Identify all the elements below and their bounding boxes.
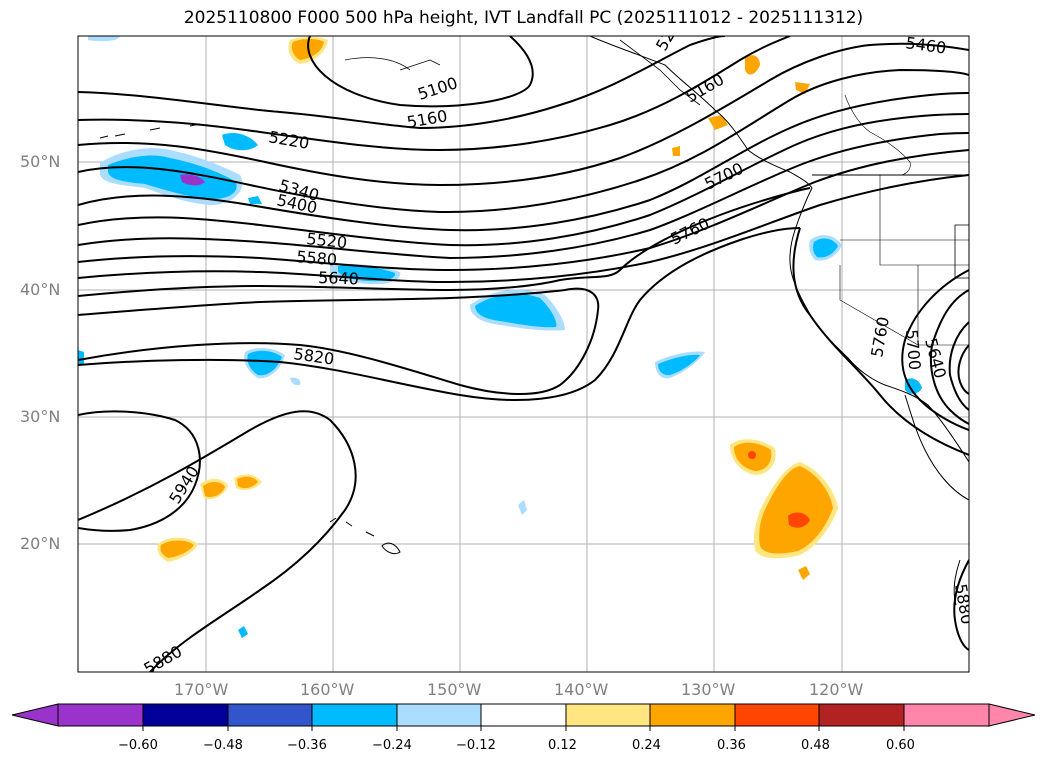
colorbar-segment <box>396 703 482 727</box>
colorbar-tick-label: 0.48 <box>801 738 830 753</box>
ivt-blob <box>238 626 248 638</box>
ivt-blob <box>672 146 680 156</box>
contour-line <box>307 36 534 108</box>
contour-line <box>78 92 969 232</box>
colorbar-segment <box>903 703 990 727</box>
contour-line <box>78 36 791 152</box>
ivt-blob <box>290 377 301 386</box>
ivt-blob <box>788 512 810 528</box>
colorbar-extend-right <box>988 703 1036 727</box>
contour-line <box>78 410 357 672</box>
contour-line <box>929 289 969 425</box>
colorbar-segment <box>649 703 736 727</box>
ivt-blob <box>222 133 258 151</box>
lat-label: 50°N <box>20 152 61 171</box>
colorbar-tick-label: 0.24 <box>632 738 661 753</box>
lon-label: 150°W <box>427 680 482 699</box>
ivt-blob <box>475 293 557 328</box>
contour-label: 5580 <box>296 247 338 269</box>
ivt-blob <box>813 238 838 258</box>
lat-label: 20°N <box>20 534 61 553</box>
lat-label: 40°N <box>20 280 61 299</box>
colorbar-segment <box>480 703 567 727</box>
ivt-blob <box>708 115 728 130</box>
ivt-blob <box>248 196 262 204</box>
lon-label: 130°W <box>681 680 736 699</box>
ivt-blob <box>78 350 84 366</box>
height-contours <box>78 36 969 672</box>
contour-line <box>957 344 969 395</box>
ivt-blob <box>203 481 225 497</box>
colorbar-segment <box>142 703 229 727</box>
ivt-blob <box>237 476 258 489</box>
contour-line <box>78 36 726 130</box>
map-title: 2025110800 F000 500 hPa height, IVT Land… <box>183 8 864 28</box>
ivt-blob <box>745 55 760 75</box>
colorbar-tick-label: −0.24 <box>372 738 412 753</box>
ivt-positive-areas <box>157 37 838 580</box>
colorbar-tick-label: 0.60 <box>886 738 915 753</box>
colorbar-ticks <box>142 726 905 731</box>
colorbar-segment <box>311 703 398 727</box>
contour-line <box>948 321 969 411</box>
colorbar-tick-label: −0.36 <box>287 738 327 753</box>
colorbar-segment <box>565 703 651 727</box>
ivt-negative-areas <box>78 36 922 638</box>
ivt-blob <box>108 155 237 200</box>
lon-label: 160°W <box>300 680 355 699</box>
lon-label: 170°W <box>174 680 229 699</box>
lat-label: 30°N <box>20 407 61 426</box>
colorbar-segment <box>734 703 820 727</box>
contour-line <box>78 149 969 272</box>
colorbar-tick-label: 0.12 <box>548 738 577 753</box>
ivt-blob <box>160 540 194 558</box>
ivt-blob <box>798 566 810 580</box>
contour-line <box>78 68 969 214</box>
colorbar-segment <box>227 703 313 727</box>
colorbar-tick-label: −0.48 <box>203 738 243 753</box>
ivt-blob <box>658 354 700 376</box>
contour-line <box>78 174 969 284</box>
lon-label: 140°W <box>554 680 609 699</box>
contour-line <box>78 132 969 260</box>
ivt-blob <box>518 500 527 515</box>
contour-line <box>78 42 969 187</box>
colorbar-tick-label: −0.12 <box>456 738 496 753</box>
contour-label: 5700 <box>902 329 924 371</box>
ivt-blob <box>905 378 922 394</box>
contour-line <box>78 287 600 395</box>
colorbar <box>11 703 1036 727</box>
map-frame <box>77 35 970 673</box>
contour-label: 5460 <box>904 33 947 57</box>
ivt-blob <box>180 174 205 186</box>
contour-line <box>78 113 969 247</box>
ivt-blob <box>748 451 756 459</box>
contour-line <box>78 227 801 401</box>
contour-line <box>78 410 201 532</box>
contour-line <box>792 227 969 456</box>
contour-line <box>953 559 969 651</box>
contour-line <box>78 187 811 297</box>
contour-label: 5520 <box>306 229 348 252</box>
ivt-blob <box>247 350 282 376</box>
colorbar-segment <box>57 703 144 727</box>
colorbar-tick-label: 0.36 <box>717 738 746 753</box>
colorbar-tick-label: −0.60 <box>118 738 158 753</box>
contour-line <box>901 269 969 431</box>
ivt-blob <box>759 466 833 554</box>
colorbar-segment <box>818 703 905 727</box>
contour-label: 5640 <box>318 268 359 288</box>
ivt-blob <box>88 36 120 42</box>
colorbar-extend-left <box>11 703 59 727</box>
lon-label: 120°W <box>809 680 864 699</box>
